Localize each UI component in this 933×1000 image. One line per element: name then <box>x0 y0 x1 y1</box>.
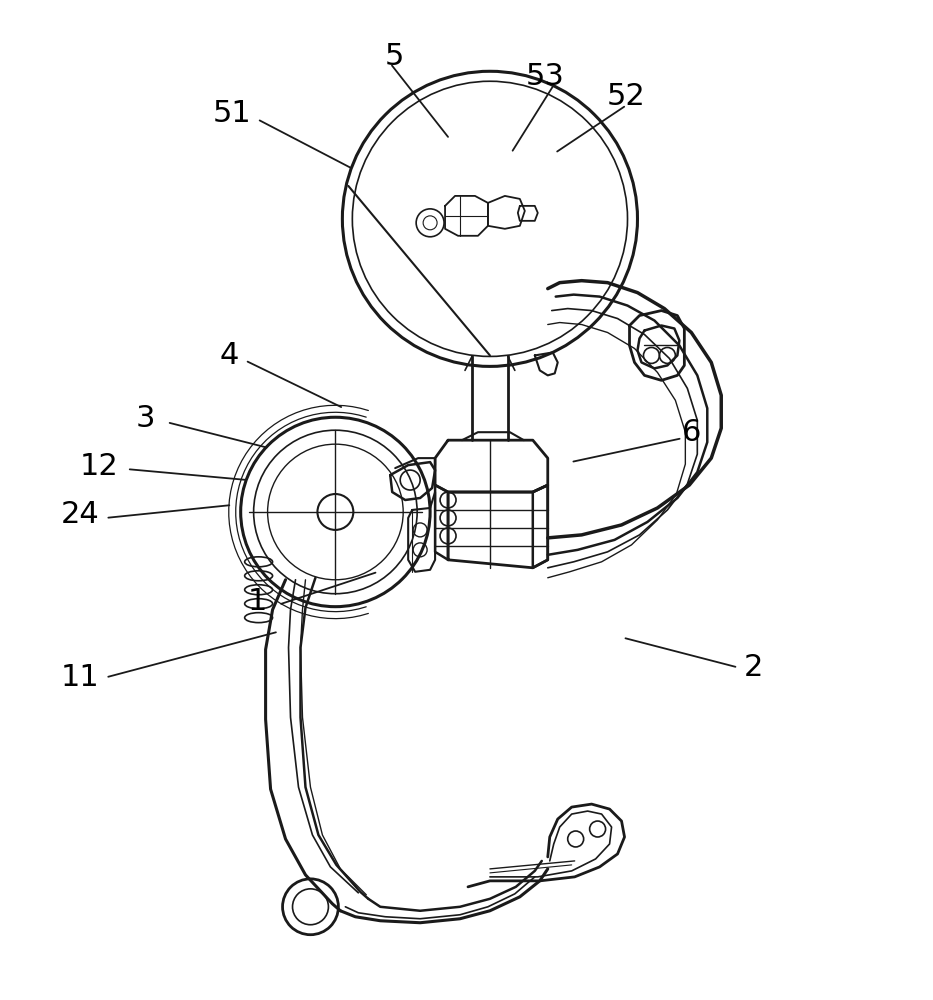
Text: 24: 24 <box>61 500 100 529</box>
Text: 4: 4 <box>219 341 239 370</box>
Text: 53: 53 <box>526 62 565 91</box>
Text: 5: 5 <box>384 42 404 71</box>
Text: 1: 1 <box>247 587 267 616</box>
Text: 2: 2 <box>744 653 762 682</box>
Text: 51: 51 <box>213 99 252 128</box>
Text: 12: 12 <box>79 452 118 481</box>
Text: 11: 11 <box>61 663 100 692</box>
Text: 6: 6 <box>682 418 702 447</box>
Text: 3: 3 <box>136 404 155 433</box>
Text: 52: 52 <box>607 82 646 111</box>
